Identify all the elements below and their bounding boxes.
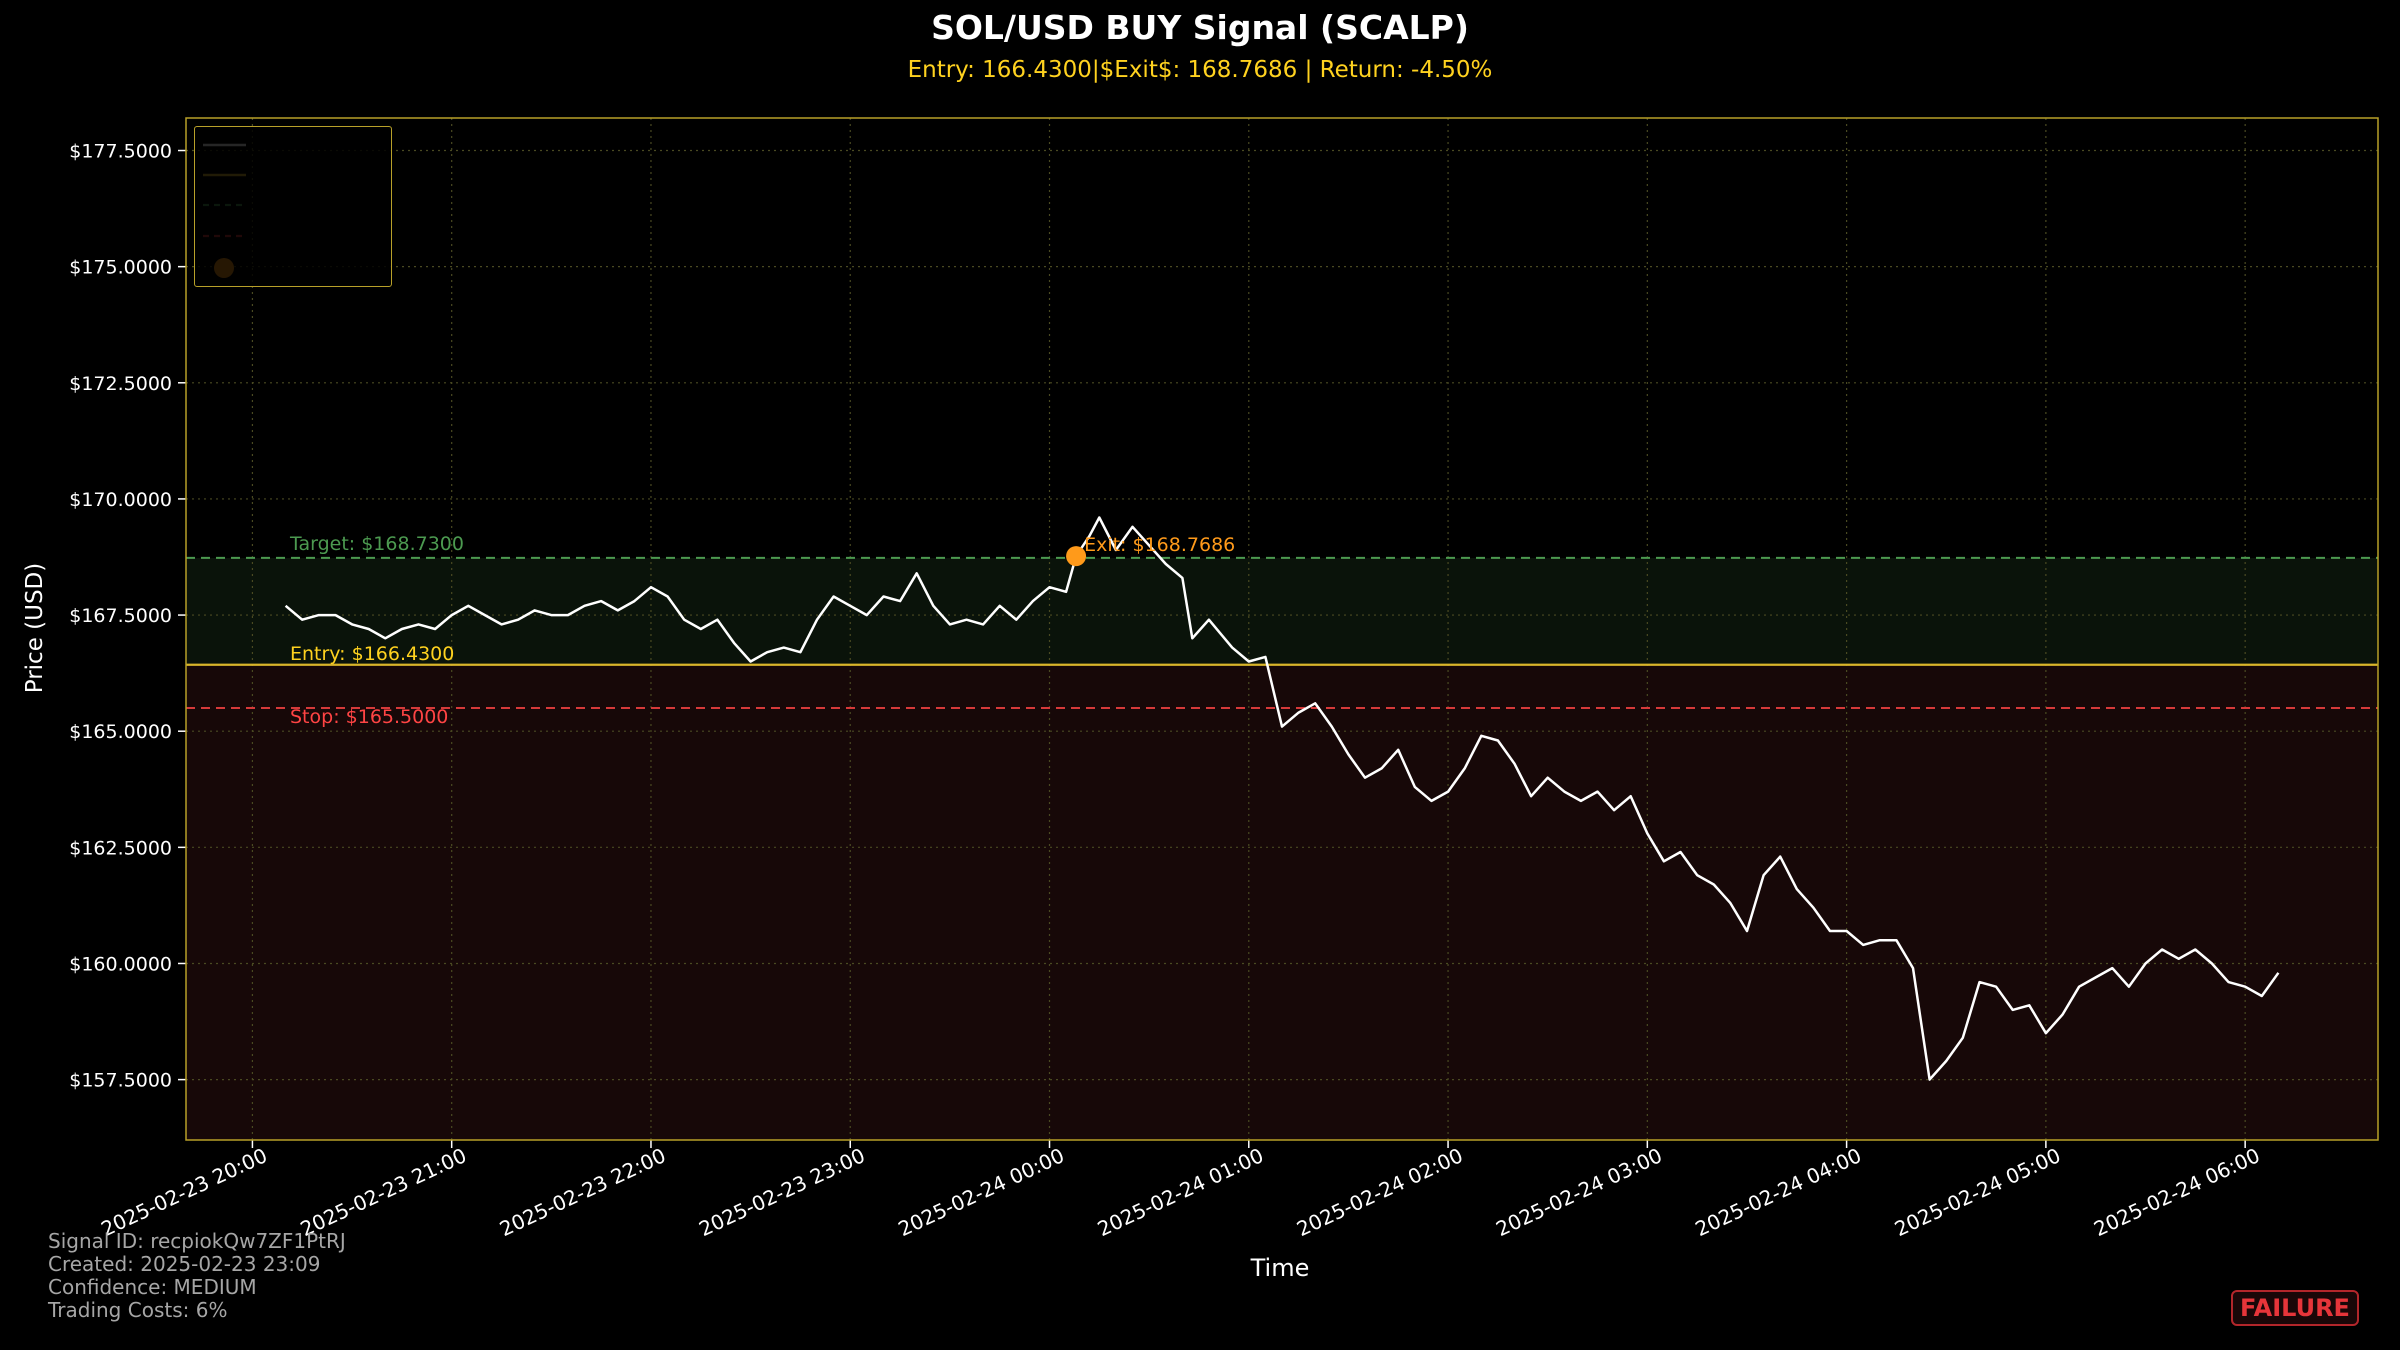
y-tick-label: $170.0000 [69, 489, 172, 511]
y-axis-label: Price (USD) [22, 562, 48, 694]
status-badge: FAILURE [2231, 1290, 2359, 1326]
exit-point [1066, 546, 1087, 567]
target-label: Target: $168.7300 [289, 533, 464, 555]
x-tick-label: 2025-02-24 06:00 [2090, 1143, 2263, 1241]
y-tick-label: $172.5000 [69, 373, 172, 395]
signal-id: Signal ID: recpiokQw7ZF1PtRJ [48, 1229, 346, 1253]
price-series-line [284, 516, 2280, 1081]
created-date: Created: 2025-02-23 23:09 [48, 1252, 321, 1276]
x-tick-label: 2025-02-24 04:00 [1692, 1143, 1865, 1241]
x-axis-label: Time [1250, 1254, 1310, 1282]
plot-frame [185, 117, 2379, 1141]
chart-subtitle: Entry: 166.4300|$Exit$: 168.7686 | Retur… [907, 57, 1493, 83]
entry-label: Entry: $166.4300 [290, 643, 454, 665]
x-tick-label: 2025-02-24 03:00 [1492, 1143, 1665, 1241]
y-tick-label: $177.5000 [69, 141, 172, 163]
x-tick-label: 2025-02-24 01:00 [1094, 1143, 1267, 1241]
confidence: Confidence: MEDIUM [48, 1275, 257, 1299]
x-tick-label: 2025-02-23 22:00 [496, 1143, 669, 1241]
y-tick-label: $165.0000 [69, 721, 172, 743]
y-tick-label: $157.5000 [69, 1070, 172, 1092]
y-tick-label: $160.0000 [69, 953, 172, 975]
target-zone [186, 557, 2378, 665]
x-tick-label: 2025-02-23 20:00 [97, 1143, 270, 1241]
signal-info: Signal ID: recpiokQw7ZF1PtRJ Created: 20… [48, 1230, 346, 1322]
trading-costs: Trading Costs: 6% [48, 1298, 228, 1322]
chart-title: SOL/USD BUY Signal (SCALP) [931, 8, 1469, 47]
x-tick-label: 2025-02-24 02:00 [1293, 1143, 1466, 1241]
stop-label: Stop: $165.5000 [290, 706, 448, 728]
x-tick-label: 2025-02-23 23:00 [695, 1143, 868, 1241]
exit-label: Exit: $168.7686 [1084, 534, 1235, 556]
legend [194, 126, 392, 287]
x-tick-label: 2025-02-24 05:00 [1891, 1143, 2064, 1241]
y-tick-label: $175.0000 [69, 257, 172, 279]
y-tick-label: $162.5000 [69, 837, 172, 859]
x-tick-label: 2025-02-23 21:00 [297, 1143, 470, 1241]
stop-zone [186, 664, 2378, 1140]
y-tick-label: $167.5000 [69, 605, 172, 627]
x-tick-label: 2025-02-24 00:00 [894, 1143, 1067, 1241]
